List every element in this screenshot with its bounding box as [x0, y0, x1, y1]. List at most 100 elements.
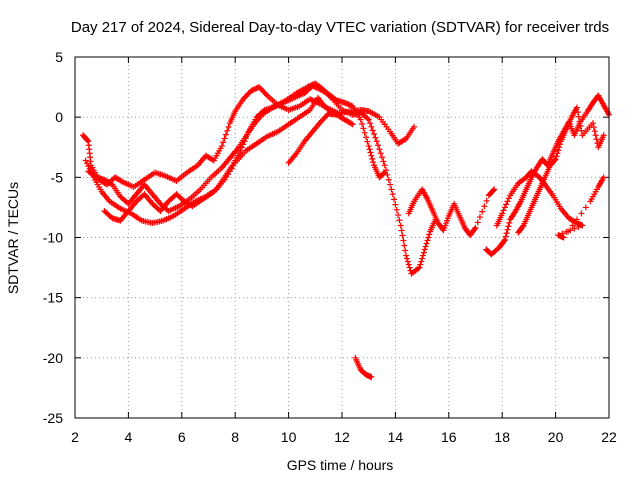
data-point: [506, 219, 513, 226]
data-point: [368, 374, 375, 381]
data-point: [593, 136, 600, 143]
x-tick-label: 2: [71, 429, 79, 445]
series-track-5: [285, 110, 356, 166]
x-tick-label: 6: [178, 429, 186, 445]
y-tick-label: 5: [55, 49, 63, 65]
data-point: [417, 261, 424, 268]
x-tick-label: 10: [281, 429, 297, 445]
data-point: [373, 138, 380, 145]
data-point: [569, 222, 576, 229]
data-point: [472, 224, 479, 231]
data-point: [577, 122, 584, 129]
data-point: [248, 87, 255, 94]
x-tick-label: 20: [548, 429, 564, 445]
data-point: [250, 86, 257, 93]
data-point: [221, 135, 228, 142]
data-point: [401, 242, 408, 249]
data-point: [365, 116, 372, 123]
data-point: [377, 150, 384, 157]
data-point: [578, 127, 585, 134]
data-point: [379, 154, 386, 161]
data-point: [341, 99, 348, 106]
x-axis-label: GPS time / hours: [287, 457, 394, 473]
data-point: [574, 109, 581, 116]
data-point: [252, 85, 259, 92]
data-point: [501, 236, 508, 243]
data-point: [501, 204, 508, 211]
data-point: [361, 129, 368, 136]
data-point: [573, 104, 580, 111]
data-point: [349, 121, 356, 128]
data-point: [418, 258, 425, 265]
data-point: [360, 125, 367, 132]
series-track-4: [101, 94, 343, 224]
data-point: [402, 247, 409, 254]
data-point: [575, 113, 582, 120]
data-point: [499, 210, 506, 217]
data-point: [592, 132, 599, 139]
data-point: [399, 232, 406, 239]
data-point: [571, 225, 578, 232]
data-point: [309, 82, 316, 89]
data-point: [421, 246, 428, 253]
data-point: [426, 231, 433, 238]
data-point: [254, 84, 261, 91]
data-point: [600, 174, 607, 181]
data-point: [505, 223, 512, 230]
data-point: [419, 252, 426, 259]
data-point: [505, 195, 512, 202]
data-point: [554, 150, 561, 157]
data-point: [84, 137, 91, 144]
y-tick-label: -15: [43, 290, 63, 306]
data-point: [575, 224, 582, 231]
data-point: [359, 120, 366, 127]
data-point: [416, 264, 423, 271]
data-point: [519, 223, 526, 230]
plot-frame: [74, 56, 610, 419]
data-point: [395, 212, 402, 219]
series-track-2: [82, 80, 439, 277]
data-point: [503, 201, 510, 208]
data-point: [369, 127, 376, 134]
x-tick-label: 18: [494, 429, 510, 445]
data-point: [398, 227, 405, 234]
data-point: [376, 146, 383, 153]
data-point: [481, 203, 488, 210]
data-point: [555, 147, 562, 154]
data-point: [479, 208, 486, 215]
data-point: [369, 155, 376, 162]
data-point: [357, 116, 364, 123]
data-point: [404, 258, 411, 265]
chart-title: Day 217 of 2024, Sidereal Day-to-day VTE…: [71, 19, 609, 36]
data-point: [576, 118, 583, 125]
data-point: [308, 96, 315, 103]
data-point: [371, 131, 378, 138]
x-tick-label: 12: [334, 429, 350, 445]
data-point: [367, 149, 374, 156]
data-point: [490, 187, 497, 194]
data-point: [560, 234, 567, 241]
data-point: [344, 100, 351, 107]
data-point: [578, 210, 585, 217]
y-tick-label: 0: [55, 109, 63, 125]
data-point: [249, 87, 256, 94]
data-point: [415, 265, 422, 272]
series-track-3: [85, 82, 388, 215]
data-point: [345, 101, 352, 108]
data-point: [500, 207, 507, 214]
data-point: [406, 264, 413, 271]
data-point: [403, 255, 410, 262]
data-point: [553, 153, 560, 160]
data-point: [218, 143, 225, 150]
x-tick-label: 8: [231, 429, 239, 445]
data-point: [423, 240, 430, 247]
data-point: [403, 252, 410, 259]
data-point: [420, 249, 427, 256]
data-point: [365, 143, 372, 150]
data-point: [381, 169, 388, 176]
data-point: [551, 157, 558, 164]
data-point: [405, 261, 412, 268]
data-point: [397, 222, 404, 229]
data-point: [424, 237, 431, 244]
